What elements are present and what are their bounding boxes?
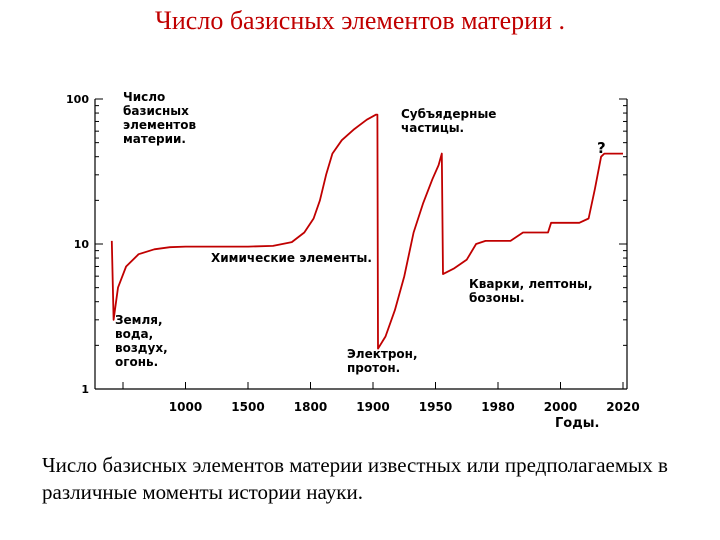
chart-ticks: 100 10 1 1000 1500 1800 1900 1950 1980 2000 2020 <box>66 93 640 414</box>
x-tick-label: 2000 <box>544 400 577 414</box>
chart-annotation: огонь. <box>115 355 158 369</box>
chart-annotation: вода, <box>115 327 153 341</box>
x-tick-label: 2020 <box>606 400 639 414</box>
chart-annotation: Земля, <box>115 313 163 327</box>
x-tick-label: 1800 <box>294 400 327 414</box>
x-tick-label: 1950 <box>419 400 452 414</box>
chart-annotation: Кварки, лептоны, <box>469 277 593 291</box>
chart-annotation: бозоны. <box>469 291 525 305</box>
series-line <box>110 113 623 350</box>
x-tick-label: 1980 <box>481 400 514 414</box>
chart-svg: 100 10 1 1000 1500 1800 1900 1950 1980 2000 2020 Ч… <box>66 90 640 431</box>
x-tick-label: 1000 <box>169 400 202 414</box>
chart-annotation: воздух, <box>115 341 168 355</box>
chart: 100 10 1 1000 1500 1800 1900 1950 1980 2000 2020 Ч… <box>45 55 645 445</box>
chart-annotation: Химические элементы. <box>211 251 372 265</box>
chart-annotation: частицы. <box>401 121 464 135</box>
x-axis-label: Годы. <box>555 416 599 431</box>
y-tick-label: 10 <box>74 238 90 251</box>
chart-annotation: Электрон, <box>347 347 418 361</box>
chart-series <box>110 113 623 350</box>
chart-annotation: Субъядерные <box>401 107 496 121</box>
slide-caption: Число базисных элементов материи известн… <box>42 453 668 504</box>
chart-annotation: протон. <box>347 361 400 375</box>
x-tick-label: 1900 <box>356 400 389 414</box>
chart-annotation: Число <box>123 90 165 104</box>
chart-annotation: элементов <box>123 118 196 132</box>
y-tick-label: 100 <box>66 93 89 106</box>
chart-annotation: базисных <box>123 104 189 118</box>
y-tick-label: 1 <box>81 383 89 396</box>
slide-title: Число базисных элементов материи . <box>155 6 565 35</box>
chart-annotation: ? <box>597 139 606 157</box>
x-tick-label: 1500 <box>231 400 264 414</box>
chart-annotation: материи. <box>123 132 186 146</box>
